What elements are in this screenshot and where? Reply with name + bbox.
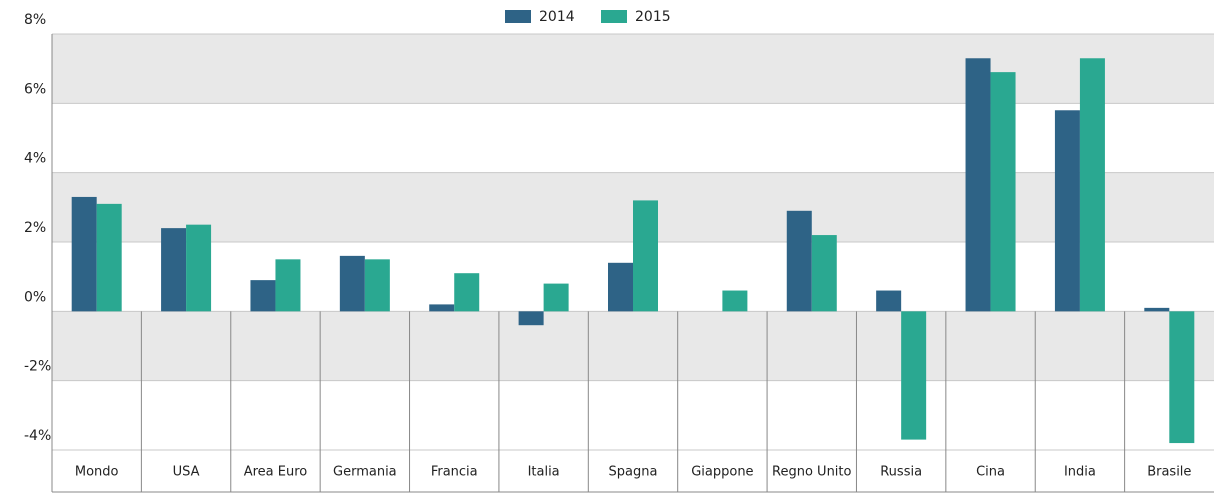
bar <box>429 304 455 312</box>
bar <box>965 58 991 312</box>
legend-label: 2014 <box>539 9 575 25</box>
bar <box>186 224 212 312</box>
bar <box>1079 58 1105 312</box>
x-tick-label: Area Euro <box>244 465 308 480</box>
x-tick-label: Regno Unito <box>772 465 851 480</box>
x-tick-label: Spagna <box>609 465 658 480</box>
bar <box>339 255 365 312</box>
x-tick-label: Germania <box>333 465 397 480</box>
bar <box>990 72 1016 312</box>
legend-swatch <box>601 10 627 23</box>
bar <box>161 228 187 312</box>
y-tick-label: 2% <box>24 220 46 236</box>
legend-swatch <box>505 10 531 23</box>
x-tick-label: Italia <box>528 465 560 480</box>
bar <box>96 203 122 312</box>
bar <box>876 290 902 312</box>
bar <box>1144 307 1170 312</box>
bar <box>633 200 658 312</box>
x-tick-label: Francia <box>431 465 478 480</box>
y-tick-label: 4% <box>24 151 46 167</box>
bar <box>71 196 97 312</box>
bar <box>454 273 480 312</box>
bar <box>722 290 748 312</box>
bar <box>608 262 633 312</box>
x-tick-label: Russia <box>880 465 922 480</box>
bar <box>1054 110 1080 312</box>
x-tick-label: Giappone <box>691 465 753 480</box>
bar <box>364 259 390 312</box>
y-tick-label: -4% <box>24 428 51 444</box>
x-tick-label: USA <box>173 465 200 480</box>
bar <box>250 280 276 312</box>
y-tick-label: -2% <box>24 359 51 375</box>
legend-label: 2015 <box>635 9 671 25</box>
bar <box>1169 311 1195 444</box>
band <box>52 34 1214 104</box>
y-tick-label: 8% <box>24 12 46 28</box>
bar <box>275 259 301 312</box>
x-tick-label: Mondo <box>75 465 119 480</box>
bar <box>786 210 812 312</box>
bar <box>518 311 544 326</box>
bar <box>543 283 569 312</box>
bar <box>901 311 927 440</box>
bar <box>811 235 837 312</box>
y-tick-label: 6% <box>24 81 46 97</box>
x-tick-label: India <box>1064 465 1096 480</box>
x-tick-label: Brasile <box>1147 465 1191 480</box>
y-tick-label: 0% <box>24 289 46 305</box>
band <box>52 311 1214 381</box>
x-tick-label: Cina <box>976 465 1005 480</box>
